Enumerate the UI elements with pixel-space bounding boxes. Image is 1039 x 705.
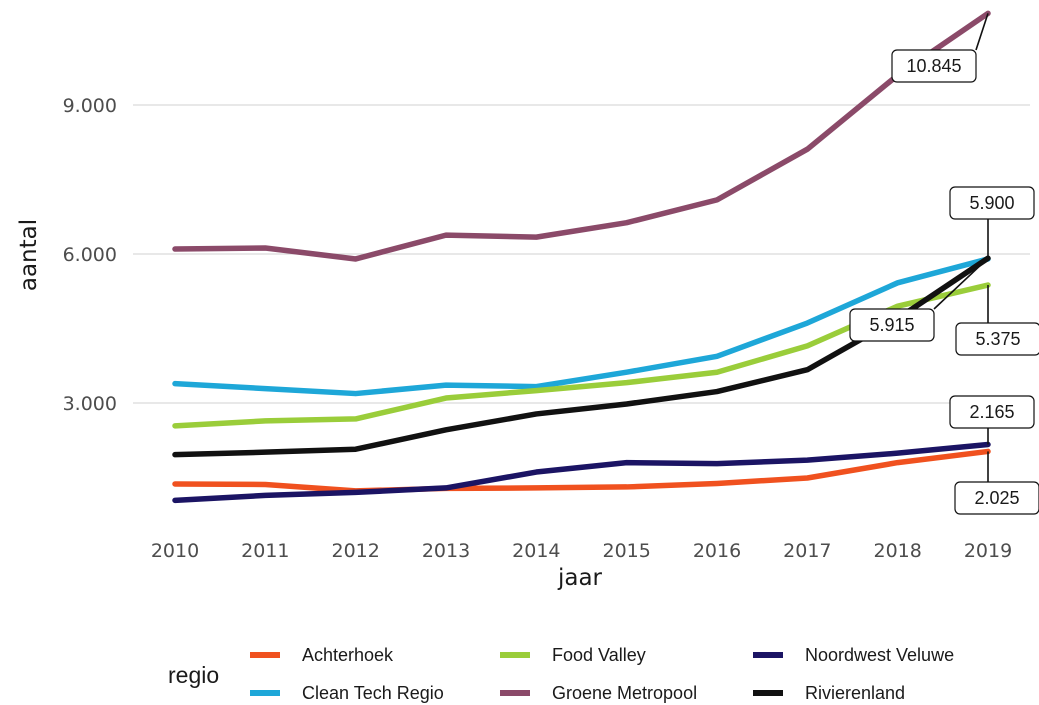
y-tick-label: 9.000 — [63, 95, 117, 117]
series-line-noordwest-veluwe — [172, 441, 991, 504]
legend: regio Achterhoek Food Valley Noordwest Vel… — [168, 645, 954, 703]
callout-food-valley: 5.375 — [955, 285, 1039, 356]
x-tick-label: 2017 — [783, 540, 831, 562]
value-callouts: 10.845 5.900 5.915 5.375 2.165 2.025 — [849, 13, 1039, 515]
callout-box — [954, 481, 1039, 515]
callout-label: 10.845 — [906, 56, 961, 76]
x-axis-title: jaar — [557, 565, 603, 591]
callout-box — [955, 322, 1039, 356]
legend-label: Rivierenland — [805, 683, 905, 703]
y-tick-label: 3.000 — [63, 393, 117, 415]
callout-clean-tech-regio: 5.900 — [949, 186, 1035, 259]
x-tick-label: 2015 — [602, 540, 650, 562]
legend-title: regio — [168, 662, 219, 688]
legend-label: Clean Tech Regio — [302, 683, 444, 703]
callout-leader — [933, 257, 989, 310]
legend-item-clean-tech-regio: Clean Tech Regio — [250, 683, 444, 703]
y-axis-title: aantal — [16, 219, 42, 291]
series-line-clean-tech-regio — [172, 256, 991, 397]
legend-item-rivierenland: Rivierenland — [753, 683, 905, 703]
legend-label: Food Valley — [552, 645, 646, 665]
callout-box — [949, 186, 1035, 220]
legend-label: Noordwest Veluwe — [805, 645, 954, 665]
callout-box — [949, 395, 1035, 429]
callout-label: 5.375 — [975, 329, 1020, 349]
grid-lines — [133, 104, 1030, 404]
series-line-food-valley — [172, 282, 991, 429]
x-tick-label: 2010 — [151, 540, 199, 562]
y-tick-label: 6.000 — [63, 244, 117, 266]
callout-box — [849, 308, 935, 342]
callout-leader — [975, 13, 989, 51]
x-tick-label: 2013 — [422, 540, 470, 562]
series-line-rivierenland — [172, 255, 991, 458]
callout-label: 5.915 — [869, 315, 914, 335]
legend-item-noordwest-veluwe: Noordwest Veluwe — [753, 645, 954, 665]
x-tick-label: 2019 — [964, 540, 1012, 562]
legend-label: Groene Metropool — [552, 683, 697, 703]
series-line-groene-metropool — [172, 10, 991, 262]
x-tick-label: 2014 — [512, 540, 560, 562]
x-axis-ticks: 2010 2011 2012 2013 2014 2015 2016 2017 2018 2019 — [151, 540, 1012, 562]
callout-achterhoek: 2.025 — [954, 451, 1039, 515]
callout-label: 2.025 — [974, 488, 1019, 508]
legend-item-achterhoek: Achterhoek — [250, 645, 394, 665]
callout-groene-metropool: 10.845 — [891, 13, 989, 83]
x-tick-label: 2012 — [331, 540, 379, 562]
y-axis-ticks: 3.000 6.000 9.000 — [63, 95, 117, 415]
x-tick-label: 2016 — [693, 540, 741, 562]
callout-label: 2.165 — [969, 402, 1014, 422]
legend-item-groene-metropool: Groene Metropool — [500, 683, 697, 703]
callout-label: 5.900 — [969, 193, 1014, 213]
callout-box — [891, 49, 977, 83]
x-tick-label: 2018 — [873, 540, 921, 562]
x-tick-label: 2011 — [241, 540, 289, 562]
series-lines — [172, 10, 991, 504]
legend-label: Achterhoek — [302, 645, 394, 665]
callout-noordwest-veluwe: 2.165 — [949, 395, 1035, 445]
callout-rivierenland: 5.915 — [849, 257, 989, 342]
series-line-achterhoek — [172, 448, 991, 494]
legend-item-food-valley: Food Valley — [500, 645, 646, 665]
